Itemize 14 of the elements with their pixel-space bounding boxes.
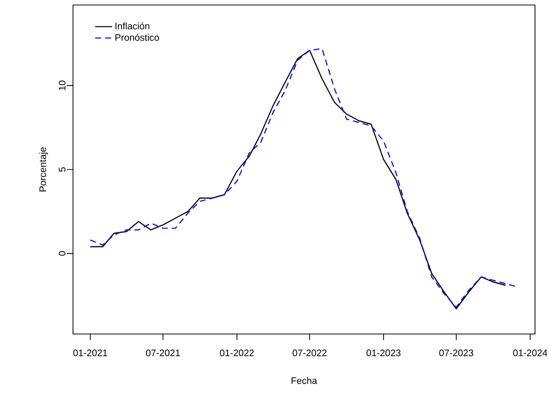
y-tick-label: 10 — [58, 80, 66, 90]
x-tick-label: 07-2022 — [292, 350, 327, 356]
x-axis-title: Fecha — [292, 377, 318, 384]
x-tick-label: 07-2021 — [146, 350, 180, 356]
y-tick-label: 0 — [58, 251, 66, 256]
x-tick-label: 01-2022 — [220, 350, 254, 356]
x-tick-label: 01-2024 — [513, 350, 548, 356]
x-tick-label: 01-2023 — [366, 350, 400, 356]
legend-label: Pronóstico — [115, 34, 159, 41]
x-tick-label: 07-2023 — [439, 350, 474, 356]
y-axis-title: Porcentaje — [39, 147, 48, 192]
y-tick-label: 5 — [58, 167, 66, 172]
legend-label: Inflación — [116, 22, 150, 30]
x-tick-label: 01-2021 — [73, 350, 108, 356]
